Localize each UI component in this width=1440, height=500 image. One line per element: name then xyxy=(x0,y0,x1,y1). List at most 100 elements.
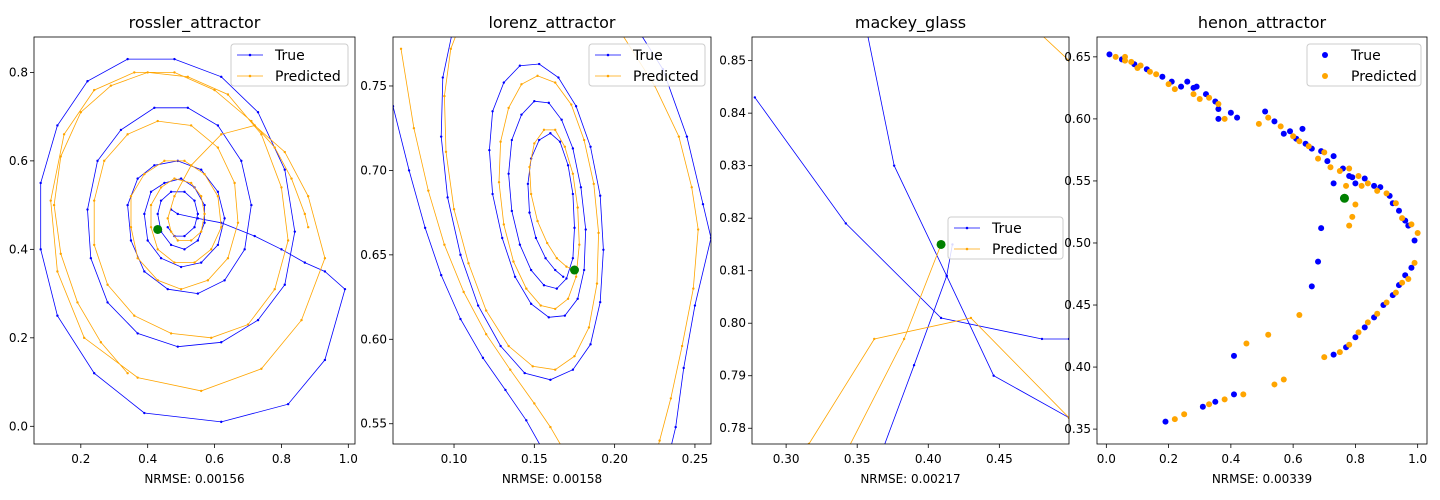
scatter-point-predicted xyxy=(1290,133,1297,140)
data-point xyxy=(196,212,200,216)
data-point xyxy=(488,148,491,152)
data-point xyxy=(52,203,56,207)
data-point xyxy=(502,223,506,226)
data-point xyxy=(216,146,220,149)
legend-swatch-marker xyxy=(248,74,252,78)
x-tick-label: 0.30 xyxy=(773,452,800,466)
data-point xyxy=(96,159,99,163)
x-tick-label: 0.2 xyxy=(71,452,90,466)
data-point xyxy=(574,275,578,279)
data-point xyxy=(213,88,216,92)
data-point xyxy=(173,195,176,198)
scatter-point-predicted xyxy=(1355,329,1362,336)
scatter-point-predicted xyxy=(1128,58,1135,65)
scatter-point-true xyxy=(1287,128,1294,135)
y-tick-label: 0.6 xyxy=(9,154,28,168)
scatter-point-predicted xyxy=(1343,182,1350,189)
data-point xyxy=(509,368,512,371)
data-point xyxy=(992,374,995,377)
scatter-point-true xyxy=(1199,403,1206,410)
y-tick-label: 0.84 xyxy=(719,106,746,120)
data-point xyxy=(92,199,96,202)
data-point xyxy=(169,243,173,247)
x-tick-label: 0.40 xyxy=(915,452,942,466)
data-point xyxy=(286,239,290,242)
data-point xyxy=(443,243,446,246)
scatter-point-true xyxy=(1299,125,1306,132)
scatter-point-predicted xyxy=(1364,319,1371,326)
legend-label-predicted: Predicted xyxy=(275,69,341,85)
legend-swatch-predicted xyxy=(1322,73,1328,79)
data-point xyxy=(179,287,183,291)
data-point xyxy=(103,159,106,163)
data-point xyxy=(253,234,256,238)
scatter-point-predicted xyxy=(1374,310,1381,317)
legend: True Predicted xyxy=(230,43,349,87)
scatter-point-predicted xyxy=(1146,68,1153,75)
scatter-point-predicted xyxy=(1271,381,1278,388)
data-point xyxy=(86,208,89,211)
scatter-point-predicted xyxy=(1364,180,1371,187)
data-point xyxy=(539,304,542,307)
scatter-point-predicted xyxy=(1349,213,1356,220)
data-point xyxy=(143,270,146,273)
data-point xyxy=(109,84,113,87)
scatter-point-predicted xyxy=(1165,81,1172,88)
data-point xyxy=(56,124,59,127)
data-point xyxy=(199,261,203,264)
data-point xyxy=(149,203,153,207)
data-point xyxy=(701,202,705,206)
data-point xyxy=(280,248,283,251)
data-point xyxy=(166,217,169,220)
data-point xyxy=(902,337,906,341)
data-point xyxy=(92,372,96,375)
y-tick-label: 0.80 xyxy=(719,316,746,330)
scatter-point-predicted xyxy=(1153,71,1160,78)
y-tick-label: 0.8 xyxy=(9,65,28,79)
x-axis-label: NRMSE: 0.00156 xyxy=(144,472,244,486)
data-point xyxy=(223,217,226,220)
legend-frame xyxy=(230,43,349,87)
data-point xyxy=(176,239,179,242)
data-point xyxy=(129,226,133,229)
data-point xyxy=(537,62,541,66)
series-line-predicted xyxy=(50,71,326,392)
scatter-point-true xyxy=(1408,264,1415,271)
data-point xyxy=(571,147,575,150)
data-point xyxy=(92,88,96,92)
data-point xyxy=(439,135,443,138)
data-point xyxy=(169,332,173,335)
x-tick-label: 0.45 xyxy=(986,452,1013,466)
data-point xyxy=(260,133,263,136)
plot-area xyxy=(1106,51,1421,425)
data-point xyxy=(467,262,470,265)
data-point xyxy=(520,113,523,116)
y-tick-label: 0.78 xyxy=(719,421,746,435)
scatter-point-true xyxy=(1230,391,1237,398)
data-point xyxy=(62,133,66,136)
data-point xyxy=(323,270,327,273)
data-point xyxy=(407,169,411,172)
x-tick-label: 0.6 xyxy=(1284,452,1303,466)
series-line-true xyxy=(884,244,953,444)
series-line-predicted xyxy=(849,244,942,444)
x-tick-label: 0.35 xyxy=(844,452,871,466)
data-point xyxy=(203,203,206,207)
legend: True Predicted xyxy=(588,43,706,87)
data-point xyxy=(199,168,203,171)
data-point xyxy=(119,128,123,132)
data-point xyxy=(441,76,444,79)
data-point xyxy=(507,106,510,110)
data-point xyxy=(571,192,575,196)
data-point xyxy=(183,159,186,163)
scatter-point-true xyxy=(1346,172,1353,179)
data-point xyxy=(680,344,684,348)
data-point xyxy=(159,199,163,202)
data-point xyxy=(273,146,276,149)
data-point xyxy=(549,425,552,429)
data-point xyxy=(183,190,186,194)
data-point xyxy=(558,140,562,143)
data-point xyxy=(126,203,129,207)
data-point xyxy=(156,248,159,251)
